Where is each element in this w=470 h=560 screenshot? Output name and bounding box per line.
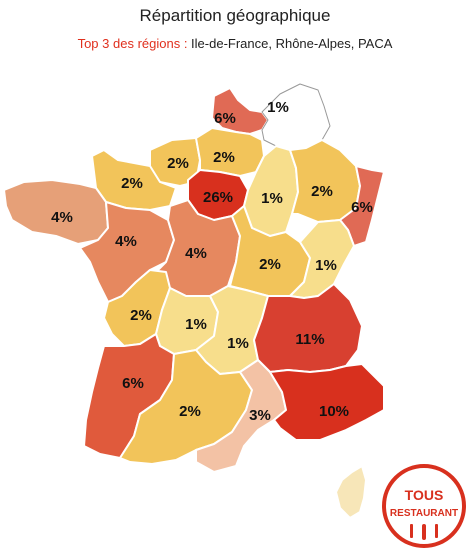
map-subtitle: Top 3 des régions : Ile-de-France, Rhône…: [0, 36, 470, 51]
label-poitou-charentes: 2%: [130, 307, 152, 324]
label-alsace: 6%: [351, 199, 373, 216]
region-corse[interactable]: [335, 465, 367, 519]
tous-restaurant-logo: TOUS RESTAURANT: [382, 464, 466, 548]
label-rhone-alpes: 11%: [295, 331, 324, 348]
label-languedoc-roussillon: 3%: [249, 407, 271, 424]
cutlery-icon: [410, 524, 438, 540]
label-bourgogne: 2%: [259, 256, 281, 273]
label-nord-pas-de-calais: 6%: [214, 110, 236, 127]
label-franche-comte: 1%: [315, 257, 337, 274]
label-aquitaine: 6%: [122, 375, 144, 392]
map-title: Répartition géographique: [139, 6, 331, 25]
label-champagne-sud: 1%: [261, 190, 283, 207]
logo-line1: TOUS: [405, 487, 444, 503]
label-lorraine: 2%: [311, 183, 333, 200]
subtitle-regions: Ile-de-France, Rhône-Alpes, PACA: [187, 36, 393, 51]
label-paca: 10%: [319, 403, 349, 420]
label-auvergne: 1%: [227, 335, 249, 352]
label-haute-normandie: 2%: [167, 155, 189, 172]
label-champagne-ardenne: 1%: [267, 99, 289, 116]
label-basse-normandie: 2%: [121, 175, 143, 192]
subtitle-lead: Top 3 des régions :: [77, 36, 188, 51]
label-limousin: 1%: [185, 316, 207, 333]
logo-ring: [382, 464, 466, 548]
label-picardie: 2%: [213, 149, 235, 166]
logo-line2: RESTAURANT: [390, 508, 458, 519]
region-lorraine[interactable]: [289, 139, 361, 223]
label-pays-de-la-loire: 4%: [115, 233, 137, 250]
region-rhone-alpes[interactable]: [253, 283, 363, 373]
region-alsace[interactable]: [339, 165, 385, 247]
label-midi-pyrenees: 2%: [179, 403, 201, 420]
region-paca[interactable]: [269, 363, 385, 441]
label-bretagne: 4%: [51, 209, 73, 226]
label-centre: 4%: [185, 245, 207, 262]
label-ile-de-france: 26%: [203, 189, 233, 206]
